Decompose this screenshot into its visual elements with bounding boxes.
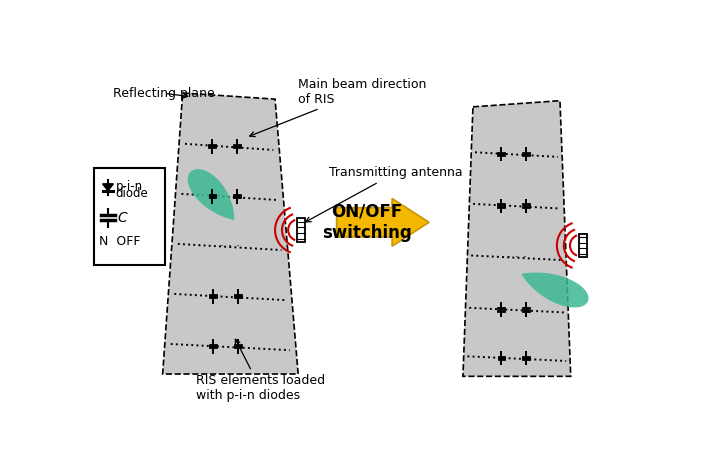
Polygon shape	[102, 184, 113, 191]
Text: N  OFF: N OFF	[99, 235, 140, 248]
Text: Reflecting plane: Reflecting plane	[113, 87, 215, 100]
Polygon shape	[337, 198, 429, 246]
Polygon shape	[163, 93, 298, 374]
Polygon shape	[463, 101, 571, 376]
Bar	[297, 218, 305, 242]
Text: · · ·: · · ·	[220, 241, 240, 253]
Text: diode: diode	[116, 188, 148, 200]
Text: Transmitting antenna: Transmitting antenna	[306, 166, 462, 222]
Text: ON/OFF
switching: ON/OFF switching	[323, 202, 412, 242]
FancyBboxPatch shape	[94, 168, 165, 265]
Text: · · ·: · · ·	[507, 251, 526, 264]
Text: Main beam direction
of RIS: Main beam direction of RIS	[250, 78, 426, 137]
Text: C: C	[117, 211, 127, 225]
Text: p-i-n: p-i-n	[116, 180, 143, 192]
Bar	[579, 234, 587, 257]
Text: RIS elements loaded
with p-i-n diodes: RIS elements loaded with p-i-n diodes	[196, 339, 325, 402]
